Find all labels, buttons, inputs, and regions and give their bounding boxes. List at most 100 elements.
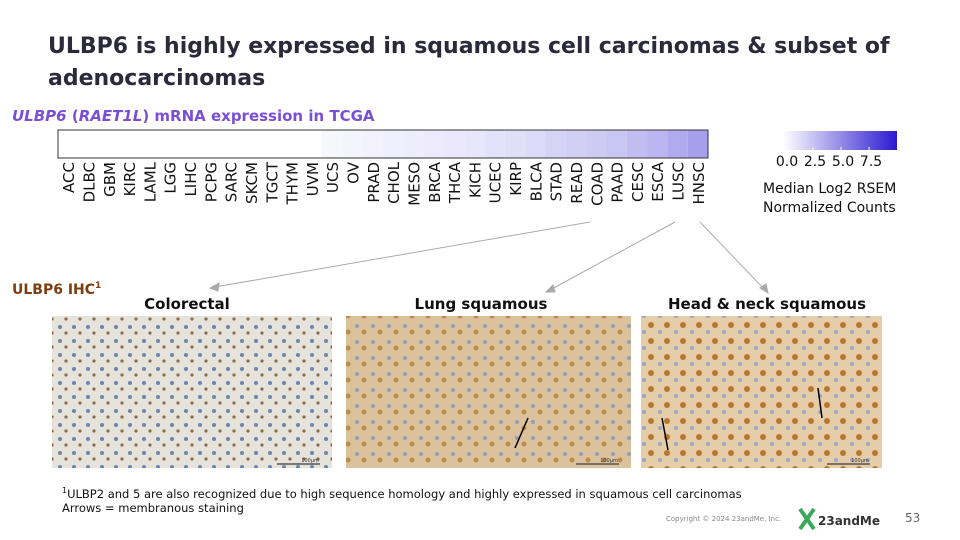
heat-cell xyxy=(667,130,688,158)
heat-cell xyxy=(342,130,363,158)
heat-cell xyxy=(240,130,262,158)
category-label: OV xyxy=(345,161,363,184)
category-label: LUSC xyxy=(670,162,688,201)
category-label: CESC xyxy=(629,162,647,202)
ihc-image xyxy=(346,316,631,468)
category-label: GBM xyxy=(101,162,119,197)
heat-cell xyxy=(565,130,587,158)
scale-label: 100µm xyxy=(600,458,618,464)
staining-arrow xyxy=(817,387,823,419)
heat-cell xyxy=(443,130,465,158)
ihc-label: ULBP6 IHC1 xyxy=(12,281,101,298)
arrow xyxy=(699,221,766,291)
category-label: KIRP xyxy=(507,162,525,196)
category-label: LGG xyxy=(162,162,180,194)
category-label: DLBC xyxy=(80,162,98,202)
category-label: ACC xyxy=(60,162,78,193)
heat-cell xyxy=(606,130,627,158)
heat-cell xyxy=(159,130,180,158)
heat-cell xyxy=(525,130,546,158)
category-label: PAAD xyxy=(609,162,627,203)
footnote-text: ULBP2 and 5 are also recognized due to h… xyxy=(67,487,742,501)
category-label: BLCA xyxy=(527,161,545,201)
subtitle-part: ( xyxy=(67,107,79,125)
category-label: READ xyxy=(568,162,586,204)
panel-title: Lung squamous xyxy=(415,295,548,313)
heat-cell xyxy=(139,130,160,158)
heat-cell xyxy=(687,130,708,158)
page-number: 53 xyxy=(905,511,920,525)
ihc-sup: 1 xyxy=(95,281,101,291)
heat-cell xyxy=(504,130,526,158)
logo-mark xyxy=(798,507,816,531)
colorbar-tick-label: 5.0 xyxy=(832,154,854,170)
title: ULBP6 is highly expressed in squamous ce… xyxy=(48,34,890,91)
category-label: STAD xyxy=(548,162,566,201)
logo-text: 23andMe xyxy=(818,514,880,528)
colorbar-title: Normalized Counts xyxy=(763,200,896,216)
staining-arrow xyxy=(514,417,529,449)
logo: 23andMe xyxy=(798,507,880,531)
category-label: SKCM xyxy=(243,162,261,204)
heat-cell xyxy=(118,130,140,158)
title-line: adenocarcinomas xyxy=(48,66,265,91)
colorbar xyxy=(783,131,897,150)
arrowhead xyxy=(208,282,220,292)
arrow xyxy=(549,221,676,291)
heatmap: ACC DLBC GBM KIRC LAML LGG LIHC PCPG SARC SKCM TGC… xyxy=(57,129,709,206)
category-label: PCPG xyxy=(202,162,220,202)
category-label: ESCA xyxy=(649,161,667,201)
arrow xyxy=(214,221,591,288)
panel-title: Colorectal xyxy=(144,295,230,313)
category-label: UVM xyxy=(304,162,322,196)
heat-cell xyxy=(78,130,99,158)
category-label: KIRC xyxy=(121,162,139,196)
ihc-label-text: ULBP6 IHC xyxy=(12,282,95,298)
panel-title: Head & neck squamous xyxy=(668,295,866,313)
heat-cell xyxy=(464,130,485,158)
heat-cell xyxy=(281,130,302,158)
category-label: MESO xyxy=(405,162,423,206)
connectors xyxy=(208,221,769,295)
heat-cell xyxy=(626,130,648,158)
footnote-line: Arrows = membranous staining xyxy=(62,501,244,515)
heat-cell xyxy=(484,130,505,158)
category-label: UCS xyxy=(324,162,342,193)
subtitle: ULBP6 (RAET1L) mRNA expression in TCGA xyxy=(12,107,375,125)
colorbar-tick-label: 7.5 xyxy=(860,154,882,170)
subtitle-part: RAET1L xyxy=(79,107,143,125)
heat-cell xyxy=(98,130,119,158)
ihc-image xyxy=(52,316,332,468)
category-label: COAD xyxy=(588,162,606,206)
colorbar-tick-label: 2.5 xyxy=(804,154,826,170)
heat-border xyxy=(57,129,709,159)
category-label: UCEC xyxy=(487,162,505,203)
category-label: SARC xyxy=(223,162,241,202)
category-label: LAML xyxy=(141,161,159,202)
colorbar-tick-label: 0.0 xyxy=(776,154,798,170)
heat-cell xyxy=(647,130,668,158)
category-label: BRCA xyxy=(426,161,444,202)
category-label: HNSC xyxy=(690,162,708,205)
arrowhead xyxy=(759,283,769,295)
category-label: THYM xyxy=(284,162,302,206)
category-label: CHOL xyxy=(385,161,403,204)
copyright: Copyright © 2024 23andMe, Inc. xyxy=(666,515,781,523)
subtitle-part: ) mRNA expression in TCGA xyxy=(142,107,375,125)
heat-cell xyxy=(220,130,241,158)
arrowhead xyxy=(544,284,556,293)
heat-cell xyxy=(362,130,383,158)
ihc-image xyxy=(641,316,882,468)
category-label: TGCT xyxy=(263,161,281,203)
category-label: THCA xyxy=(446,161,464,204)
heat-cell xyxy=(586,130,607,158)
staining-arrow xyxy=(661,417,669,451)
heat-cell xyxy=(179,130,201,158)
heat-cell xyxy=(403,130,424,158)
heat-cell xyxy=(383,130,404,158)
category-label: PRAD xyxy=(365,162,383,203)
heat-cell xyxy=(301,130,323,158)
scale-label: 100µm xyxy=(301,458,319,464)
